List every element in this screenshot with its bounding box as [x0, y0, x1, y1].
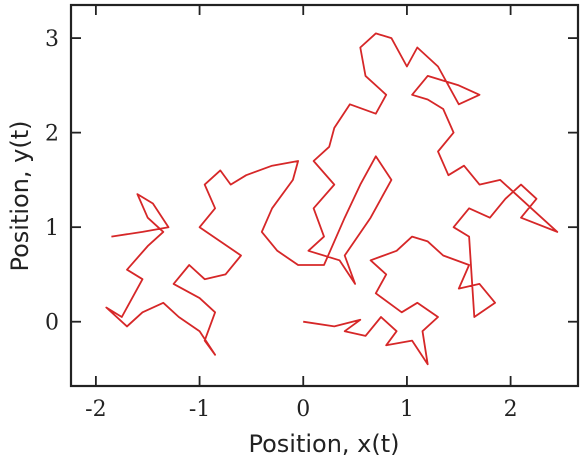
x-tick-label: -1 [189, 397, 210, 422]
y-tick-label: 2 [45, 122, 59, 147]
y-tick-label: 1 [45, 216, 59, 241]
plot-frame [69, 3, 580, 388]
y-tick-label: 3 [45, 27, 59, 52]
y-tick-label: 0 [45, 311, 59, 336]
x-tick-label: 0 [296, 397, 310, 422]
x-axis-label: Position, x(t) [248, 430, 399, 458]
y-axis-label: Position, y(t) [6, 120, 34, 271]
walk-line [105, 32, 559, 366]
x-tick-label: -2 [85, 397, 106, 422]
x-tick-label: 2 [504, 397, 518, 422]
x-tick-label: 1 [400, 397, 414, 422]
